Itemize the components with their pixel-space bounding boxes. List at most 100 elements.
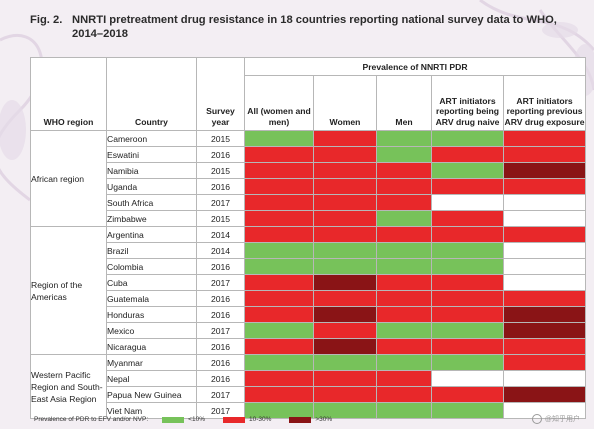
- legend: Prevalence of PDR to EFV and/or NVP: <10…: [34, 416, 336, 423]
- prevalence-cell-women: [313, 258, 377, 275]
- prevalence-cell-men: [376, 338, 432, 355]
- prevalence-cell-all: [244, 354, 314, 371]
- table-row: Mexico 2017: [31, 322, 587, 339]
- table-row: Namibia 2015: [31, 162, 587, 179]
- prevalence-cell-naive: [431, 210, 504, 227]
- prevalence-cell-men: [376, 242, 432, 259]
- table-row: South Africa 2017: [31, 194, 587, 211]
- prevalence-cell-men: [376, 226, 432, 243]
- country-cell: Namibia: [106, 162, 197, 179]
- prevalence-cell-prev-exposure: [502, 242, 587, 259]
- figure-title: Fig. 2. NNRTI pretreatment drug resistanc…: [30, 13, 570, 41]
- year-cell: 2016: [196, 306, 245, 323]
- prevalence-cell-prev-exposure: [502, 274, 587, 291]
- year-cell: 2015: [196, 162, 245, 179]
- country-cell: Nepal: [106, 370, 197, 387]
- prevalence-cell-men: [376, 370, 432, 387]
- prevalence-cell-naive: [431, 242, 504, 259]
- year-cell: 2016: [196, 354, 245, 371]
- header-pdr-group: Prevalence of NNRTI PDR: [243, 57, 587, 76]
- prevalence-cell-all: [244, 290, 314, 307]
- year-cell: 2016: [196, 258, 245, 275]
- prevalence-cell-naive: [431, 306, 504, 323]
- prevalence-cell-women: [313, 274, 377, 291]
- pdr-table: WHO region Country Survey year Prevalenc…: [30, 57, 587, 419]
- prevalence-cell-naive: [431, 322, 504, 339]
- legend-swatch-high: [289, 416, 312, 423]
- prevalence-cell-women: [313, 210, 377, 227]
- prevalence-cell-women: [313, 386, 377, 403]
- table-row: Honduras 2016: [31, 306, 587, 323]
- prevalence-cell-all: [244, 146, 314, 163]
- year-cell: 2017: [196, 402, 245, 419]
- prevalence-cell-all: [244, 194, 314, 211]
- table-body: African region Cameroon 2015 Eswatini 2016 Na…: [30, 130, 587, 419]
- country-cell: Nicaragua: [106, 338, 197, 355]
- year-cell: 2016: [196, 146, 245, 163]
- country-cell: Cuba: [106, 274, 197, 291]
- prevalence-cell-naive: [431, 226, 504, 243]
- prevalence-cell-prev-exposure: [502, 130, 587, 147]
- prevalence-cell-women: [313, 402, 377, 419]
- year-cell: 2016: [196, 290, 245, 307]
- prevalence-cell-all: [244, 274, 314, 291]
- prevalence-cell-men: [376, 146, 432, 163]
- prevalence-cell-all: [244, 162, 314, 179]
- weibo-icon: [531, 414, 542, 424]
- prevalence-cell-men: [376, 354, 432, 371]
- prevalence-cell-men: [376, 258, 432, 275]
- prevalence-cell-all: [244, 402, 314, 419]
- prevalence-cell-prev-exposure: [502, 258, 587, 275]
- year-cell: 2017: [196, 386, 245, 403]
- prevalence-cell-men: [376, 130, 432, 147]
- prevalence-cell-prev-exposure: [502, 290, 587, 307]
- table-row: Western Pacific Region and South-East As…: [30, 354, 587, 419]
- header-prev-exposure: ART initiators reporting previous ARV dr…: [502, 75, 587, 131]
- prevalence-cell-women: [313, 162, 377, 179]
- prevalence-cell-naive: [431, 370, 504, 387]
- prevalence-cell-all: [244, 258, 314, 275]
- prevalence-cell-women: [313, 354, 377, 371]
- country-cell: Honduras: [106, 306, 197, 323]
- table-row: Viet Nam 2017: [31, 402, 587, 419]
- header-naive: ART initiators reporting being ARV drug …: [431, 75, 504, 131]
- prevalence-cell-men: [376, 386, 432, 403]
- country-cell: Zimbabwe: [106, 210, 197, 227]
- legend-title: Prevalence of PDR to EFV and/or NVP:: [34, 416, 149, 423]
- header-men: Men: [376, 75, 432, 131]
- table-row: Brazil 2014: [31, 242, 587, 259]
- prevalence-cell-women: [313, 290, 377, 307]
- legend-swatch-mid: [222, 416, 245, 423]
- prevalence-cell-women: [313, 338, 377, 355]
- region-cell: African region: [30, 130, 107, 227]
- prevalence-cell-men: [376, 162, 432, 179]
- prevalence-cell-prev-exposure: [502, 306, 587, 323]
- year-cell: 2015: [196, 130, 245, 147]
- prevalence-cell-men: [376, 290, 432, 307]
- table-row: Nicaragua 2016: [31, 338, 587, 355]
- watermark: @知乎用户: [531, 414, 580, 424]
- prevalence-cell-men: [376, 210, 432, 227]
- prevalence-cell-women: [313, 130, 377, 147]
- prevalence-cell-women: [313, 370, 377, 387]
- prevalence-cell-naive: [431, 258, 504, 275]
- prevalence-cell-prev-exposure: [502, 162, 587, 179]
- prevalence-cell-women: [313, 194, 377, 211]
- prevalence-cell-naive: [431, 290, 504, 307]
- country-cell: Colombia: [106, 258, 197, 275]
- prevalence-cell-naive: [431, 338, 504, 355]
- prevalence-cell-men: [376, 178, 432, 195]
- year-cell: 2015: [196, 210, 245, 227]
- country-cell: Cameroon: [106, 130, 197, 147]
- country-cell: Mexico: [106, 322, 197, 339]
- table-row: Guatemala 2016: [31, 290, 587, 307]
- country-cell: South Africa: [106, 194, 197, 211]
- prevalence-cell-naive: [431, 274, 504, 291]
- prevalence-cell-men: [376, 322, 432, 339]
- prevalence-cell-women: [313, 322, 377, 339]
- prevalence-cell-prev-exposure: [502, 338, 587, 355]
- prevalence-cell-naive: [431, 162, 504, 179]
- year-cell: 2017: [196, 322, 245, 339]
- table-row: Region of the Americas Argentina 2014: [30, 226, 587, 355]
- prevalence-cell-all: [244, 338, 314, 355]
